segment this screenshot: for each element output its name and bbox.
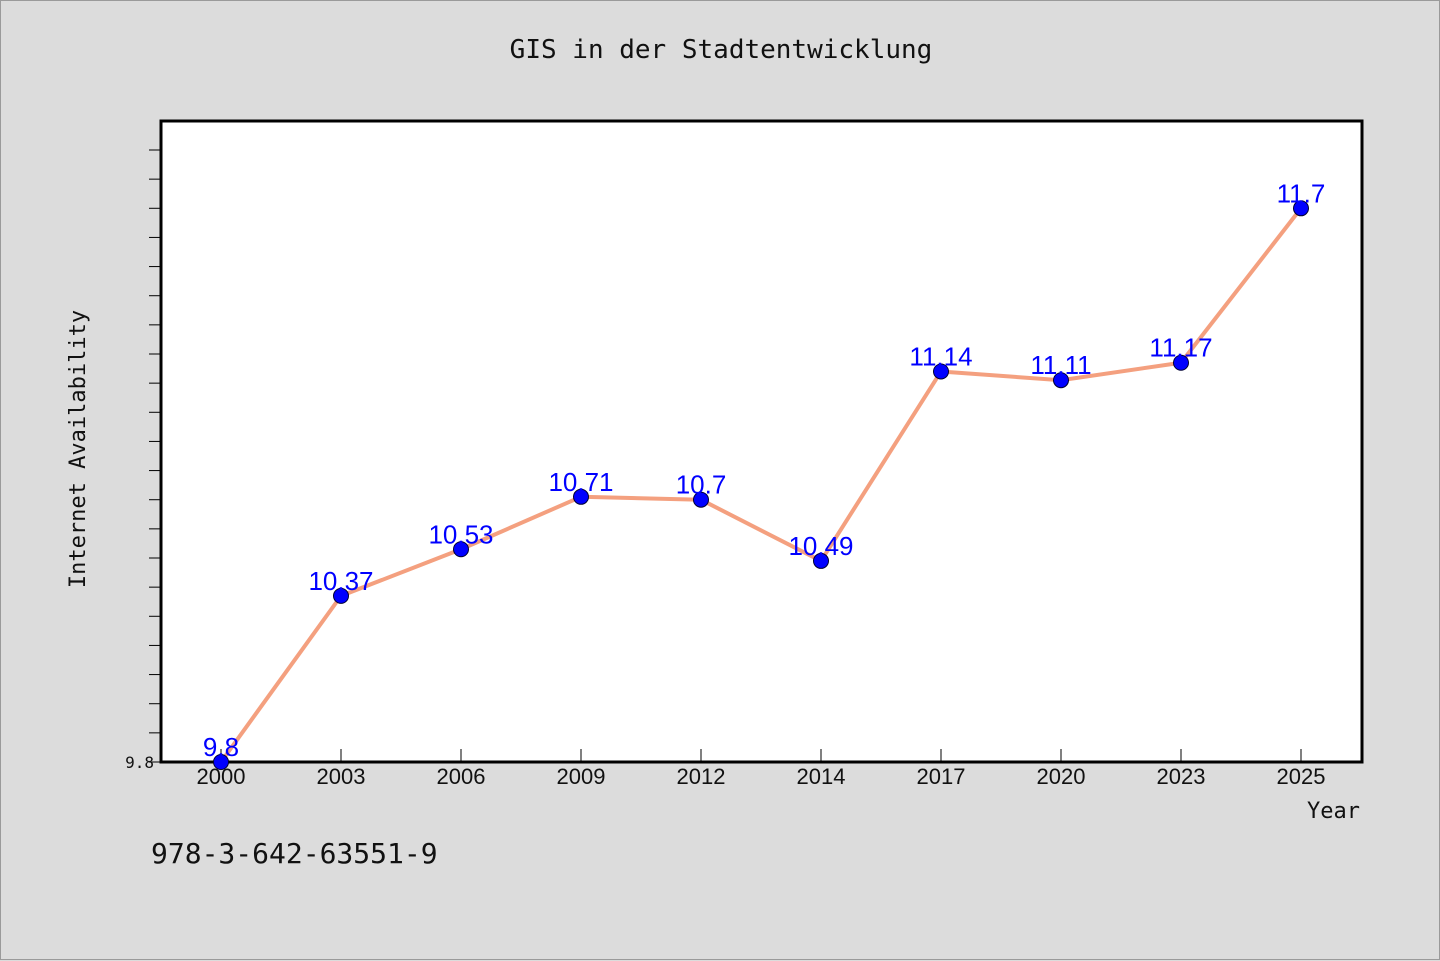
x-tick-label: 2025 [1277,764,1326,789]
data-point-marker[interactable] [453,541,469,558]
data-label: 10.71 [548,467,613,497]
data-label: 10.7 [676,470,727,500]
isbn-text: 978-3-642-63551-9 [151,837,438,870]
chart-title: GIS in der Stadtentwicklung [509,35,933,65]
data-point-marker[interactable] [813,552,829,569]
data-point-marker[interactable] [1293,200,1309,217]
plot-area [159,119,1364,764]
data-label: 11.17 [1149,333,1212,363]
x-tick-label: 2023 [1157,764,1206,789]
y-axis-ticks: 9.8 [125,149,161,772]
data-label: 10.49 [788,531,853,561]
data-label: 10.37 [308,566,373,596]
x-axis-title: Year [1307,799,1360,824]
x-tick-label: 2012 [677,764,726,789]
y-axis-title: Internet Availability [66,310,91,588]
series-line [219,206,1303,764]
data-label: 10.53 [428,519,493,549]
data-point-marker[interactable] [1173,354,1189,371]
data-labels-group: 9.8 10.37 10.53 10.71 10.7 10.49 11.14 11.11 11.… [203,178,1325,762]
data-point-marker[interactable] [213,754,229,770]
data-point-marker[interactable] [933,363,949,380]
data-point-marker[interactable] [333,587,349,604]
x-tick-label: 2003 [317,764,366,789]
x-tick-label: 2014 [797,764,846,789]
data-label: 11.7 [1277,178,1326,208]
data-label: 9.8 [203,732,239,762]
x-tick-label: 2006 [437,764,486,789]
x-tick-label: 2009 [557,764,606,789]
x-tick-label: 2020 [1037,764,1086,789]
data-point-marker[interactable] [573,488,589,505]
data-point-marker[interactable] [693,491,709,508]
y-tick-label: 9.8 [125,753,154,772]
series-group [213,200,1309,770]
data-label: 11.14 [909,341,972,371]
data-point-marker[interactable] [1053,372,1069,389]
x-tick-label: 2017 [917,764,966,789]
data-label: 11.11 [1030,350,1091,380]
